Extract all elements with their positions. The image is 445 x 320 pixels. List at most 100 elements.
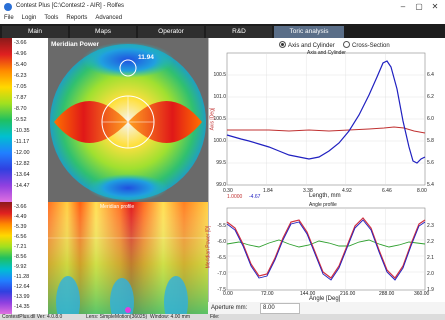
meridian-profile-graphic	[48, 202, 208, 314]
y-tick-label: 5.6	[427, 160, 434, 166]
scale-label: -3.66	[14, 204, 27, 210]
scale-label: -8.70	[14, 106, 27, 112]
menu-file[interactable]: File	[4, 15, 14, 21]
radio-selected-icon	[279, 41, 286, 48]
y-tick-label: -6.0	[217, 239, 226, 245]
color-scale-bar	[0, 202, 12, 314]
meridian-power-scale: -3.66 -4.96 -5.40 -6.23 -7.05 -7.87 -8.7…	[0, 38, 48, 202]
y-tick-label: 101.0	[213, 94, 226, 100]
scale-label: -7.87	[14, 95, 27, 101]
maximize-button[interactable]: ▢	[415, 2, 423, 11]
scale-label: -12.00	[14, 150, 30, 156]
tab-rnd[interactable]: R&D	[206, 26, 272, 38]
y-tick-label: 6.4	[427, 72, 434, 78]
y-tick-label: 2.2	[427, 239, 434, 245]
scale-label: -4.96	[14, 51, 27, 57]
scale-label: -6.23	[14, 73, 27, 79]
radio-label: Axis and Cylinder	[288, 43, 335, 49]
y-left-ticks: -5.5 -6.0 -6.5 -7.0 -7.5	[211, 218, 226, 298]
y-tick-label: -7.5	[217, 287, 226, 293]
y-tick-label: -6.5	[217, 255, 226, 261]
y-tick-label: 100.0	[213, 138, 226, 144]
y-tick-label: 2.1	[427, 255, 434, 261]
red-series-line	[226, 217, 426, 279]
color-scale-bar	[0, 38, 12, 202]
meridian-profile-panel: -3.66 -4.49 -5.39 -6.56 -7.21 -8.56 -9.9…	[0, 202, 208, 314]
y-axis-label: Meridian Power [D]	[205, 225, 212, 269]
y-tick-label: 1.9	[427, 287, 434, 293]
y-tick-label: 99.0	[216, 182, 226, 188]
peak-value-label: 11.94	[138, 54, 154, 61]
scale-label: -5.39	[14, 224, 27, 230]
profile-title: Meridian profile	[100, 204, 135, 210]
close-button[interactable]: ✕	[431, 2, 439, 11]
y-left-ticks: 100.5 101.0 100.5 100.0 99.5 99.0	[211, 64, 226, 196]
scale-label: -4.49	[14, 214, 27, 220]
minimize-button[interactable]: –	[400, 2, 406, 11]
tab-main[interactable]: Main	[2, 26, 68, 38]
y-right-ticks: 2.3 2.2 2.1 2.0 1.9	[427, 218, 445, 298]
axis-cylinder-chart	[226, 52, 426, 186]
radio-label: Cross-Section	[352, 43, 390, 49]
x-tick-label: 0.30	[223, 188, 233, 194]
scale-label: -8.56	[14, 254, 27, 260]
status-lens: Lens: SimpleMotion(36025)	[86, 314, 148, 320]
status-file: File:	[210, 314, 220, 320]
y-tick-label: 2.3	[427, 223, 434, 229]
menu-advanced[interactable]: Advanced	[95, 15, 123, 21]
x-tick-label: 144.00	[300, 291, 316, 297]
scale-label: -9.52	[14, 117, 27, 123]
aperture-row: Aperture mm: 8.00	[208, 302, 445, 314]
y-tick-label: 99.5	[216, 160, 226, 166]
window-title: Contest Plus [C:\Contest2 - AIR] - Rolfe…	[16, 3, 125, 9]
axis-cylinder-panel: Axis and Cylinder Cross-Section Axis and…	[208, 38, 445, 200]
scale-label: -9.92	[14, 264, 27, 270]
scale-label: -14.47	[14, 183, 30, 189]
x-tick-label: 0.00	[223, 291, 233, 297]
scale-label: -13.99	[14, 294, 30, 300]
scale-label: -3.66	[14, 40, 27, 46]
menu-bar: File Login Tools Reports Advanced	[0, 14, 445, 24]
y-tick-label: 100.5	[213, 116, 226, 122]
x-tick-label: 1.84	[263, 188, 273, 194]
scale-label: -14.35	[14, 304, 30, 310]
legend-axis: -4.67	[249, 194, 261, 200]
status-window: Window: 4.00 mm	[150, 314, 191, 320]
radio-axis-cylinder[interactable]: Axis and Cylinder	[279, 41, 335, 49]
x-tick-label: 6.46	[382, 188, 392, 194]
y-tick-label: 2.0	[427, 271, 434, 277]
x-axis-label: Length, mm	[309, 193, 341, 199]
map-title: Meridian Power	[51, 41, 100, 48]
menu-tools[interactable]: Tools	[44, 15, 59, 21]
menu-reports[interactable]: Reports	[66, 15, 88, 21]
tab-maps[interactable]: Maps	[70, 26, 136, 38]
aperture-label: Aperture mm:	[211, 305, 248, 311]
y-right-ticks: 6.4 6.2 6.0 5.8 5.6 5.4	[427, 64, 445, 196]
meridian-profile-map[interactable]: Meridian profile	[48, 202, 208, 314]
status-version: ContestPlus.dll Ver: 4.0.8.0	[2, 314, 63, 320]
tab-bar: Main Maps Operator R&D Toric analysis	[0, 24, 445, 38]
chart-title: Axis and Cylinder	[307, 50, 346, 56]
tab-toric-analysis[interactable]: Toric analysis	[274, 26, 344, 38]
x-axis-label: Angle [Deg]	[309, 296, 341, 302]
x-tick-label: 288.00	[379, 291, 395, 297]
y-tick-label: 100.5	[213, 72, 226, 78]
meridian-profile-scale: -3.66 -4.49 -5.39 -6.56 -7.21 -8.56 -9.9…	[0, 202, 48, 314]
scale-label: -6.56	[14, 234, 27, 240]
scale-label: -10.35	[14, 128, 30, 134]
x-axis: 0.00 72.00 144.00 216.00 288.00 360.00 A…	[209, 291, 445, 305]
app-icon	[4, 3, 12, 11]
radio-cross-section[interactable]: Cross-Section	[343, 41, 390, 49]
y-axis-label: Axis [Deg]	[209, 107, 216, 131]
y-tick-label: 6.0	[427, 116, 434, 122]
x-tick-label: 360.00	[414, 291, 430, 297]
scale-label: -11.28	[14, 274, 30, 280]
tab-operator[interactable]: Operator	[138, 26, 204, 38]
green-series-line	[226, 239, 426, 248]
aperture-input[interactable]: 8.00	[260, 303, 300, 314]
legend-cylinder: 1.0000	[227, 194, 243, 200]
x-tick-label: 216.00	[340, 291, 356, 297]
meridian-power-map[interactable]: Meridian Power 11.94	[48, 38, 208, 202]
menu-login[interactable]: Login	[21, 15, 37, 21]
x-tick-label: 4.92	[342, 188, 352, 194]
